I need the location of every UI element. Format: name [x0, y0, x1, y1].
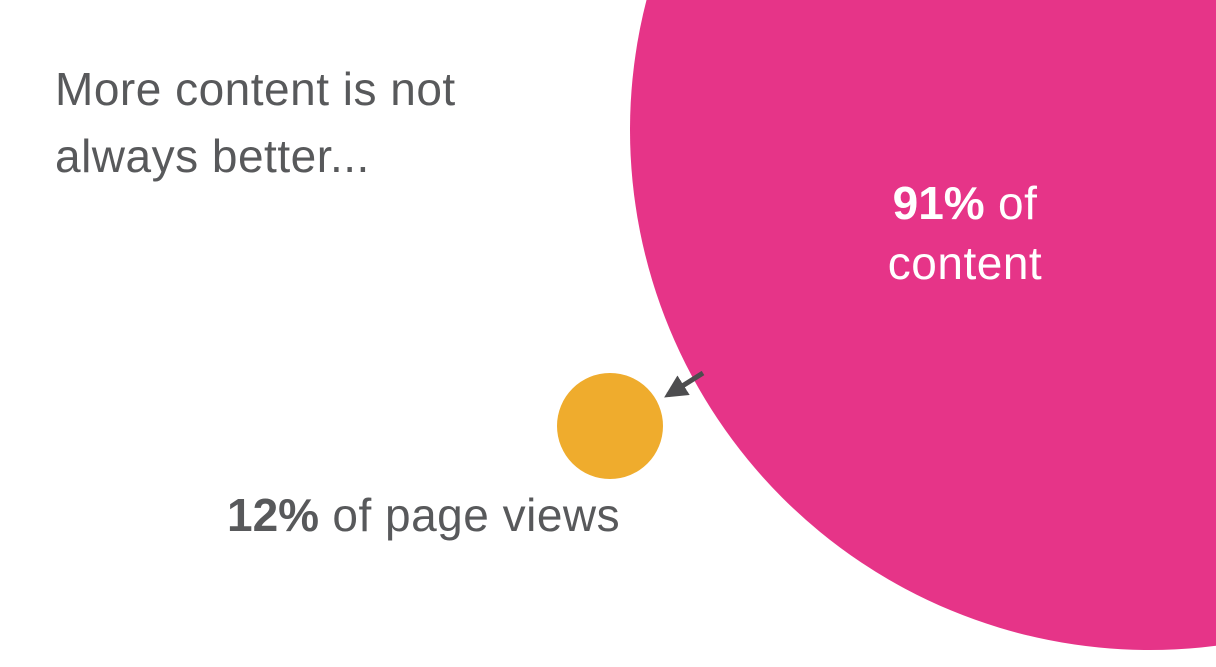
slide-title: More content is not always better... [55, 56, 456, 190]
big-circle-label: 91% of content [830, 173, 1100, 293]
slide-title-line2: always better... [55, 130, 370, 182]
big-circle-label-line1: 91% of [830, 173, 1100, 233]
slide-title-line1: More content is not [55, 63, 456, 115]
small-circle-page-views [557, 373, 663, 479]
small-circle-value: 12% [227, 489, 320, 541]
small-circle-caption-suffix: of page views [319, 489, 621, 541]
big-circle-value: 91% [892, 177, 985, 229]
big-circle-value-suffix: of [984, 177, 1038, 229]
small-circle-caption: 12% of page views [227, 487, 620, 543]
big-circle-label-line2: content [887, 237, 1043, 289]
big-circle-content [630, 0, 1216, 650]
